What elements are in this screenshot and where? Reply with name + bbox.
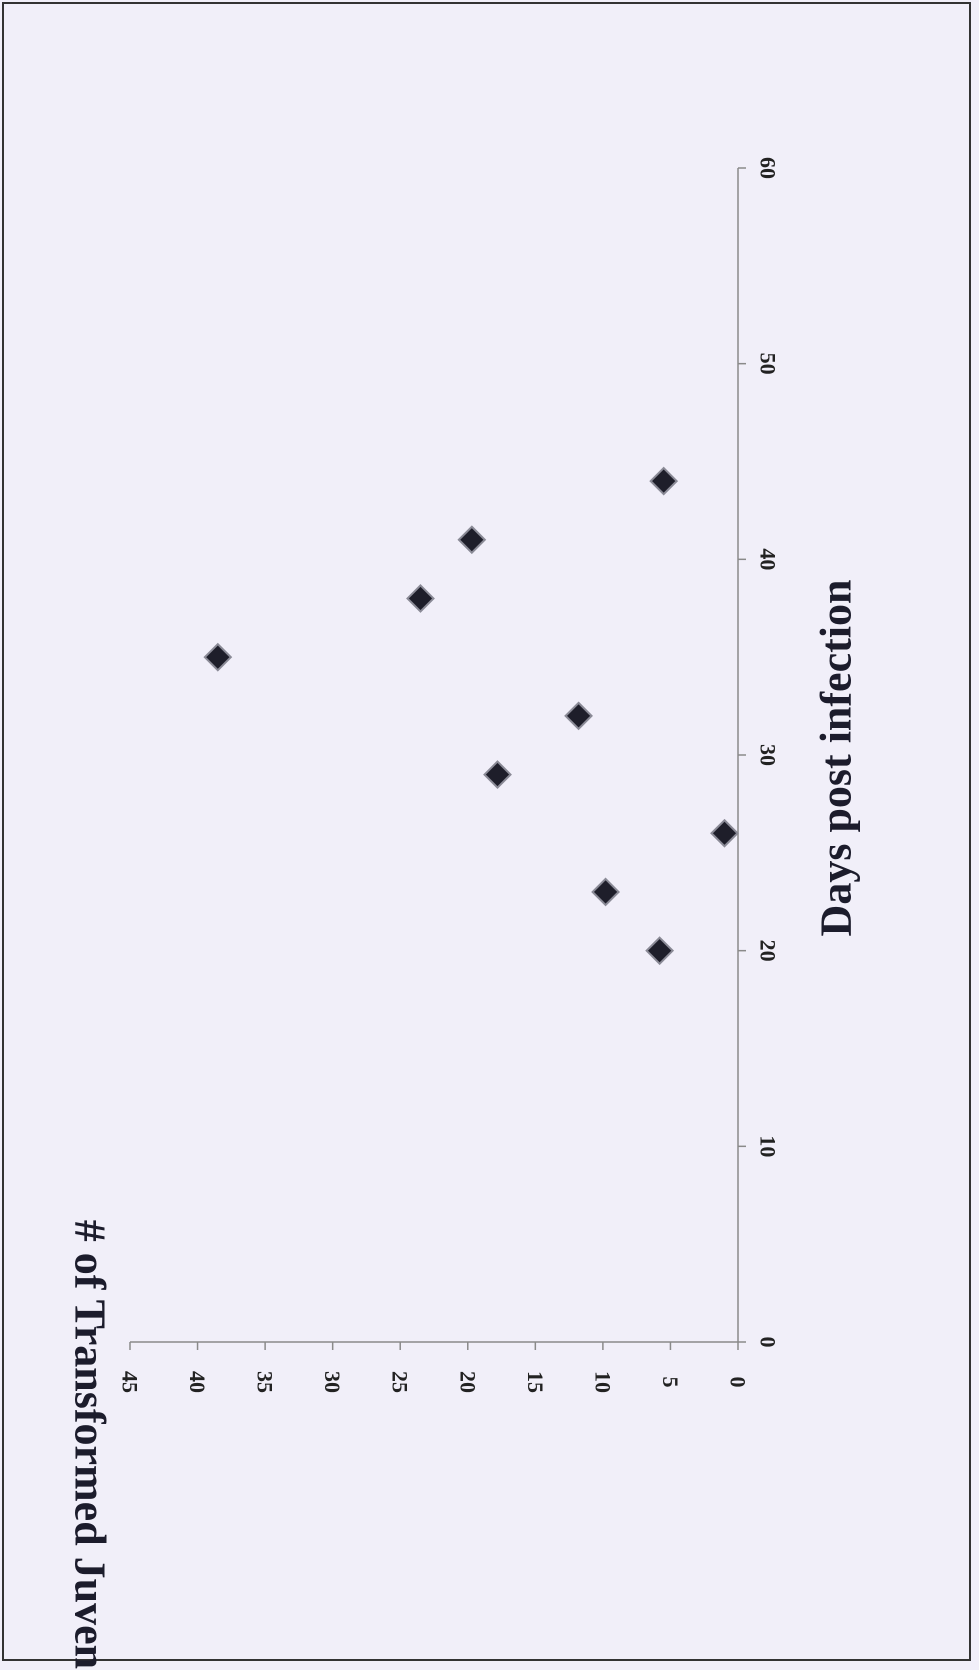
y-tick-label: 40: [185, 1371, 210, 1393]
data-point-diamond: [591, 877, 621, 907]
x-axis-ticks: 0 10 20 30 40 50 60: [738, 157, 781, 1348]
x-tick-label: 30: [756, 744, 781, 766]
data-point-diamond: [457, 525, 487, 555]
y-tick-label: 35: [253, 1371, 278, 1393]
data-point-diamond: [645, 936, 675, 966]
x-tick-label: 10: [756, 1135, 781, 1157]
y-axis-title: # of Transformed Juveniles: [66, 1220, 115, 1670]
x-tick-label: 20: [756, 940, 781, 962]
data-point-diamond: [483, 760, 512, 789]
x-tick-label: 40: [756, 548, 781, 570]
y-tick-label: 30: [320, 1371, 345, 1393]
y-axis-ticks: 0 5 10 15 20 25 30 35 40 45: [118, 1342, 751, 1393]
data-point-diamond: [203, 642, 233, 672]
x-tick-label: 60: [756, 157, 781, 179]
y-tick-label: 25: [388, 1371, 413, 1393]
y-tick-label: 20: [455, 1371, 480, 1393]
y-tick-label: 5: [658, 1377, 683, 1388]
x-tick-label: 50: [756, 353, 781, 375]
x-tick-label: 0: [756, 1337, 781, 1348]
data-point-diamond: [649, 466, 679, 496]
y-tick-label: 45: [118, 1371, 143, 1393]
data-points: [203, 466, 739, 966]
data-point-diamond: [406, 584, 435, 613]
x-axis-title: Days post infection: [812, 580, 861, 937]
y-tick-label: 15: [523, 1371, 548, 1393]
data-point-diamond: [710, 818, 739, 848]
axes: [130, 168, 739, 1343]
y-tick-label: 0: [726, 1377, 751, 1388]
y-tick-label: 10: [590, 1371, 615, 1393]
data-point-diamond: [564, 701, 593, 731]
